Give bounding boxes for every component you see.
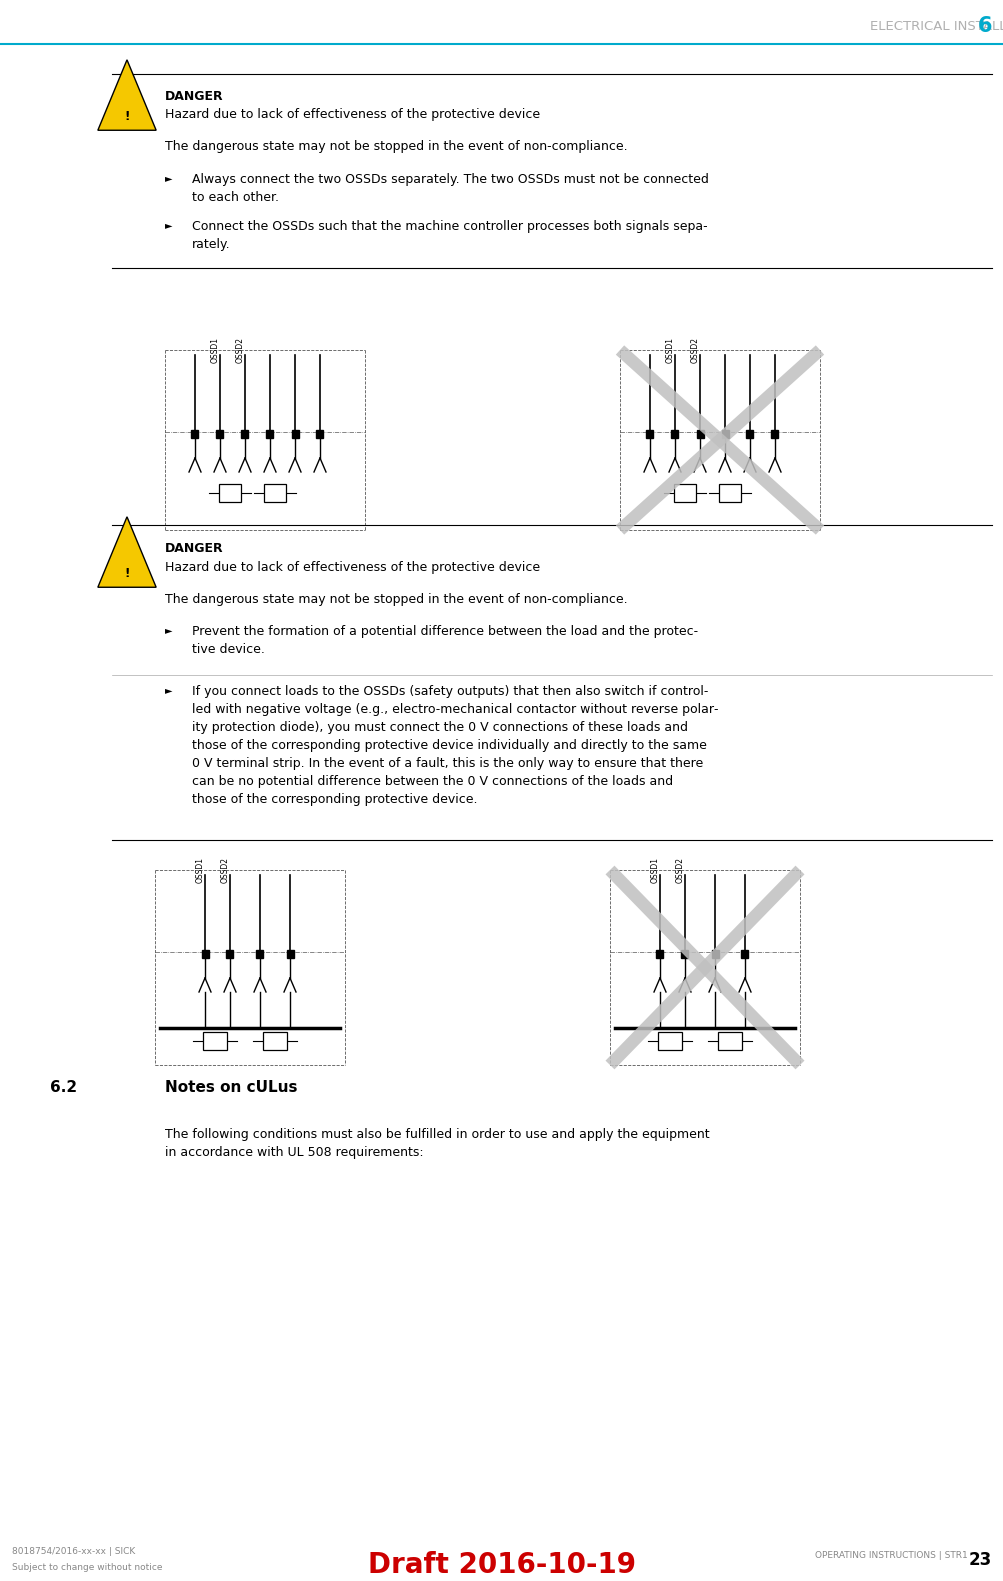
Bar	[673, 484, 695, 503]
Text: OPERATING INSTRUCTIONS | STR1: OPERATING INSTRUCTIONS | STR1	[814, 1551, 967, 1560]
Text: Prevent the formation of a potential difference between the load and the protec‐: Prevent the formation of a potential dif…	[192, 624, 697, 656]
Text: ►: ►	[164, 685, 173, 696]
Bar	[266, 430, 273, 438]
Text: OSSD1: OSSD1	[211, 337, 220, 364]
Text: Connect the OSSDs such that the machine controller processes both signals sepa‐
: Connect the OSSDs such that the machine …	[192, 220, 707, 251]
Text: OSSD2: OSSD2	[236, 337, 245, 364]
Bar	[286, 950, 293, 958]
Bar	[227, 950, 234, 958]
Text: !: !	[124, 109, 129, 123]
Text: OSSD1: OSSD1	[650, 857, 659, 884]
Text: If you connect loads to the OSSDs (safety outputs) that then also switch if cont: If you connect loads to the OSSDs (safet…	[192, 685, 718, 806]
Bar	[264, 484, 286, 503]
Bar	[242, 430, 249, 438]
Bar	[671, 430, 678, 438]
Bar	[291, 430, 298, 438]
Text: OSSD2: OSSD2	[690, 337, 699, 364]
Bar	[256, 950, 263, 958]
Text: ►: ►	[164, 624, 173, 636]
Text: 23: 23	[968, 1551, 991, 1568]
Text: Subject to change without notice: Subject to change without notice	[12, 1564, 162, 1572]
Text: ►: ►	[164, 220, 173, 229]
Text: OSSD1: OSSD1	[196, 857, 205, 884]
Bar	[711, 950, 718, 958]
Bar	[202, 950, 209, 958]
Bar	[718, 484, 740, 503]
Polygon shape	[97, 517, 156, 587]
Bar	[657, 1032, 681, 1050]
Text: The dangerous state may not be stopped in the event of non-compliance.: The dangerous state may not be stopped i…	[164, 593, 627, 606]
Text: 6: 6	[977, 16, 991, 36]
Bar	[721, 430, 728, 438]
Bar	[217, 430, 224, 438]
Bar	[770, 430, 777, 438]
Text: ELECTRICAL INSTALLATION: ELECTRICAL INSTALLATION	[870, 21, 1003, 33]
Text: The dangerous state may not be stopped in the event of non-compliance.: The dangerous state may not be stopped i…	[164, 141, 627, 153]
Text: 8018754/2016-xx-xx | SICK: 8018754/2016-xx-xx | SICK	[12, 1546, 135, 1556]
Text: !: !	[124, 566, 129, 580]
Text: Draft 2016-10-19: Draft 2016-10-19	[368, 1551, 635, 1579]
Text: The following conditions must also be fulfilled in order to use and apply the eq: The following conditions must also be fu…	[164, 1127, 709, 1159]
Text: Hazard due to lack of effectiveness of the protective device: Hazard due to lack of effectiveness of t…	[164, 561, 540, 574]
Polygon shape	[97, 60, 156, 130]
Bar	[717, 1032, 741, 1050]
Bar	[203, 1032, 227, 1050]
Text: Hazard due to lack of effectiveness of the protective device: Hazard due to lack of effectiveness of t…	[164, 108, 540, 122]
Bar	[646, 430, 653, 438]
Text: 6.2: 6.2	[50, 1080, 77, 1096]
Text: DANGER: DANGER	[164, 542, 224, 555]
Text: ►: ►	[164, 172, 173, 183]
Text: Always connect the two OSSDs separately. The two OSSDs must not be connected
to : Always connect the two OSSDs separately.…	[192, 172, 708, 204]
Bar	[263, 1032, 287, 1050]
Bar	[746, 430, 752, 438]
Text: DANGER: DANGER	[164, 90, 224, 103]
Bar	[316, 430, 323, 438]
Bar	[696, 430, 703, 438]
Text: OSSD1: OSSD1	[665, 337, 674, 364]
Bar	[192, 430, 199, 438]
Bar	[741, 950, 748, 958]
Bar	[656, 950, 663, 958]
Bar	[219, 484, 241, 503]
Text: OSSD2: OSSD2	[221, 857, 230, 884]
Text: Notes on cULus: Notes on cULus	[164, 1080, 297, 1096]
Text: OSSD2: OSSD2	[675, 857, 684, 884]
Bar	[681, 950, 688, 958]
